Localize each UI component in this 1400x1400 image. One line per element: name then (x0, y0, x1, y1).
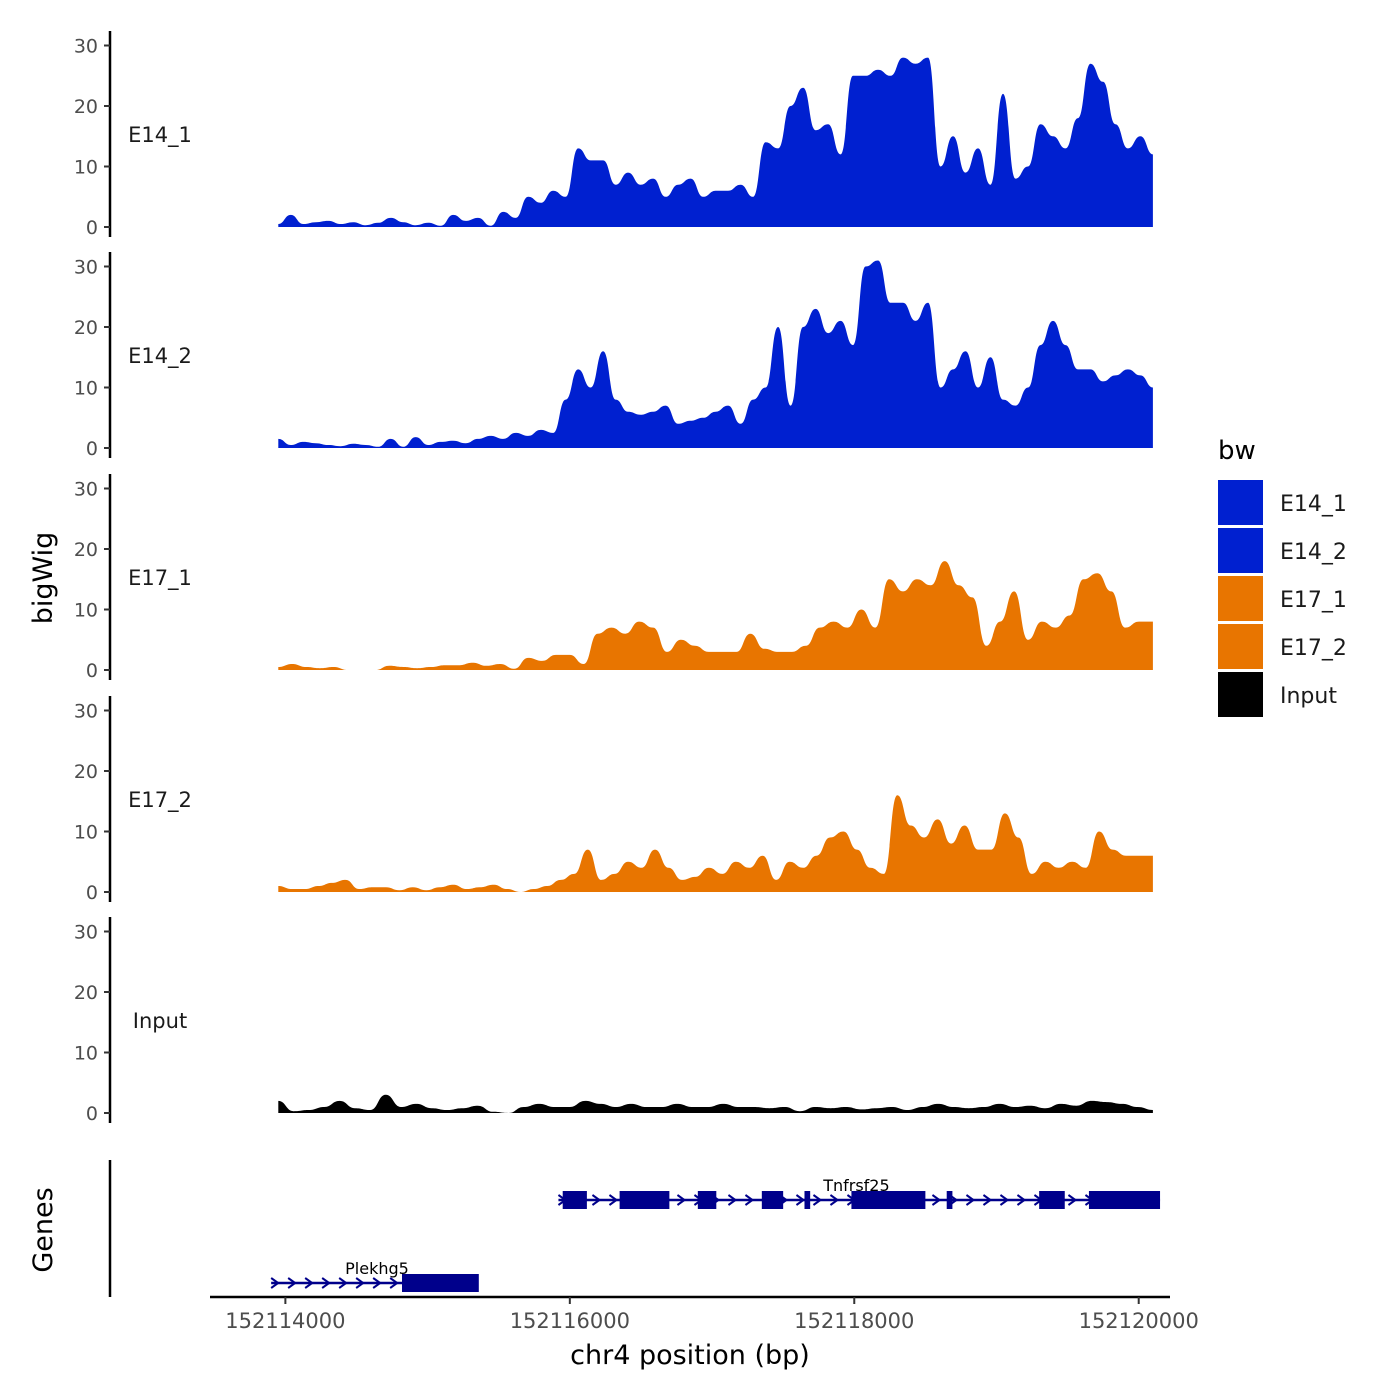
strand-arrow (965, 1194, 976, 1206)
gene-plekhg5: Plekhg5 (270, 1259, 479, 1292)
exon (562, 1191, 587, 1209)
signal-area-input (278, 1094, 1153, 1113)
y-tick-label: 30 (74, 36, 98, 58)
y-tick-label: 30 (74, 701, 98, 723)
legend-key (1218, 672, 1263, 717)
strand-arrow (829, 1194, 840, 1206)
gene-label: Plekhg5 (345, 1259, 409, 1278)
exon (851, 1191, 926, 1209)
legend: bw E14_1 E14_2 E17_1 E17_2 Input (1218, 436, 1347, 717)
y-axis-title: bigWig (28, 532, 59, 625)
y-tick-label: 20 (74, 539, 98, 561)
y-tick-label: 10 (74, 822, 98, 844)
signal-area-e17-2 (278, 795, 1153, 892)
y-tick-label: 0 (86, 438, 98, 460)
strand-arrow (389, 1277, 399, 1289)
exon (804, 1191, 811, 1209)
x-axis: 152114000 152116000 152118000 152120000 (210, 1295, 1199, 1333)
gene-track: Tnfrsf25 Plekhg5 (108, 1160, 1161, 1297)
strand-arrow (931, 1194, 942, 1206)
track-label: E17_1 (128, 566, 192, 591)
legend-label: Input (1280, 684, 1337, 709)
genes-axis-title: Genes (28, 1187, 59, 1272)
y-tick-label: 10 (74, 1043, 98, 1065)
track-e14-2: 0 10 20 30 E14_2 (74, 252, 1153, 460)
legend-key (1218, 480, 1263, 525)
exon (402, 1274, 479, 1292)
x-tick-label: 152120000 (1079, 1309, 1199, 1333)
strand-arrow (372, 1277, 382, 1289)
x-tick-label: 152114000 (225, 1309, 345, 1333)
track-input: 0 10 20 30 Input (74, 917, 1153, 1125)
exon (1088, 1191, 1161, 1209)
strand-arrow (744, 1194, 755, 1206)
legend-key (1218, 528, 1263, 573)
y-tick-label: 10 (74, 600, 98, 622)
strand-arrow (287, 1277, 297, 1289)
y-tick-label: 30 (74, 479, 98, 501)
y-tick-label: 20 (74, 96, 98, 118)
legend-label: E17_1 (1280, 588, 1347, 613)
legend-title: bw (1218, 436, 1256, 466)
legend-key (1218, 624, 1263, 669)
gene-tnfrsf25: Tnfrsf25 (557, 1176, 1161, 1209)
track-label: E14_2 (128, 344, 192, 369)
strand-arrow (355, 1277, 365, 1289)
y-tick-label: 30 (74, 922, 98, 944)
strand-arrow (591, 1194, 602, 1206)
y-tick-label: 0 (86, 1103, 98, 1125)
signal-area-e14-1 (278, 57, 1153, 227)
strand-arrow (270, 1277, 280, 1289)
exon (619, 1191, 670, 1209)
signal-tracks: 0 10 20 30 E14_1 0 10 20 30 E14_2 0 10 20 30 E17_1 0 10 2… (74, 31, 1153, 1125)
y-tick-label: 0 (86, 217, 98, 239)
strand-arrow (338, 1277, 348, 1289)
y-tick-label: 10 (74, 378, 98, 400)
track-e14-1: 0 10 20 30 E14_1 (74, 31, 1153, 239)
track-e17-2: 0 10 20 30 E17_2 (74, 696, 1153, 904)
strand-arrow (812, 1194, 823, 1206)
strand-arrow (608, 1194, 619, 1206)
x-tick-label: 152118000 (794, 1309, 914, 1333)
exon (761, 1191, 784, 1209)
exon (697, 1191, 717, 1209)
x-axis-title: chr4 position (bp) (570, 1340, 810, 1371)
y-tick-label: 20 (74, 317, 98, 339)
strand-arrow (304, 1277, 314, 1289)
signal-area-e14-2 (278, 260, 1153, 448)
exon (1039, 1191, 1065, 1209)
y-tick-label: 20 (74, 761, 98, 783)
y-tick-label: 20 (74, 982, 98, 1004)
strand-arrow (999, 1194, 1010, 1206)
legend-label: E17_2 (1280, 636, 1347, 661)
track-label: E14_1 (128, 123, 192, 148)
y-tick-label: 30 (74, 257, 98, 279)
y-tick-label: 0 (86, 660, 98, 682)
track-label: E17_2 (128, 788, 192, 813)
strand-arrow (982, 1194, 993, 1206)
strand-arrow (727, 1194, 738, 1206)
legend-key (1218, 576, 1263, 621)
legend-label: E14_1 (1280, 492, 1347, 517)
gene-label: Tnfrsf25 (822, 1176, 889, 1195)
strand-arrow (321, 1277, 331, 1289)
signal-area-e17-1 (278, 561, 1153, 670)
exon (946, 1191, 953, 1209)
legend-label: E14_2 (1280, 540, 1347, 565)
track-label: Input (133, 1009, 187, 1033)
strand-arrow (1016, 1194, 1027, 1206)
strand-arrow (1067, 1194, 1078, 1206)
strand-arrow (676, 1194, 687, 1206)
y-tick-label: 0 (86, 882, 98, 904)
track-e17-1: 0 10 20 30 E17_1 (74, 474, 1153, 682)
x-tick-label: 152116000 (510, 1309, 630, 1333)
y-tick-label: 10 (74, 157, 98, 179)
strand-arrow (795, 1194, 806, 1206)
